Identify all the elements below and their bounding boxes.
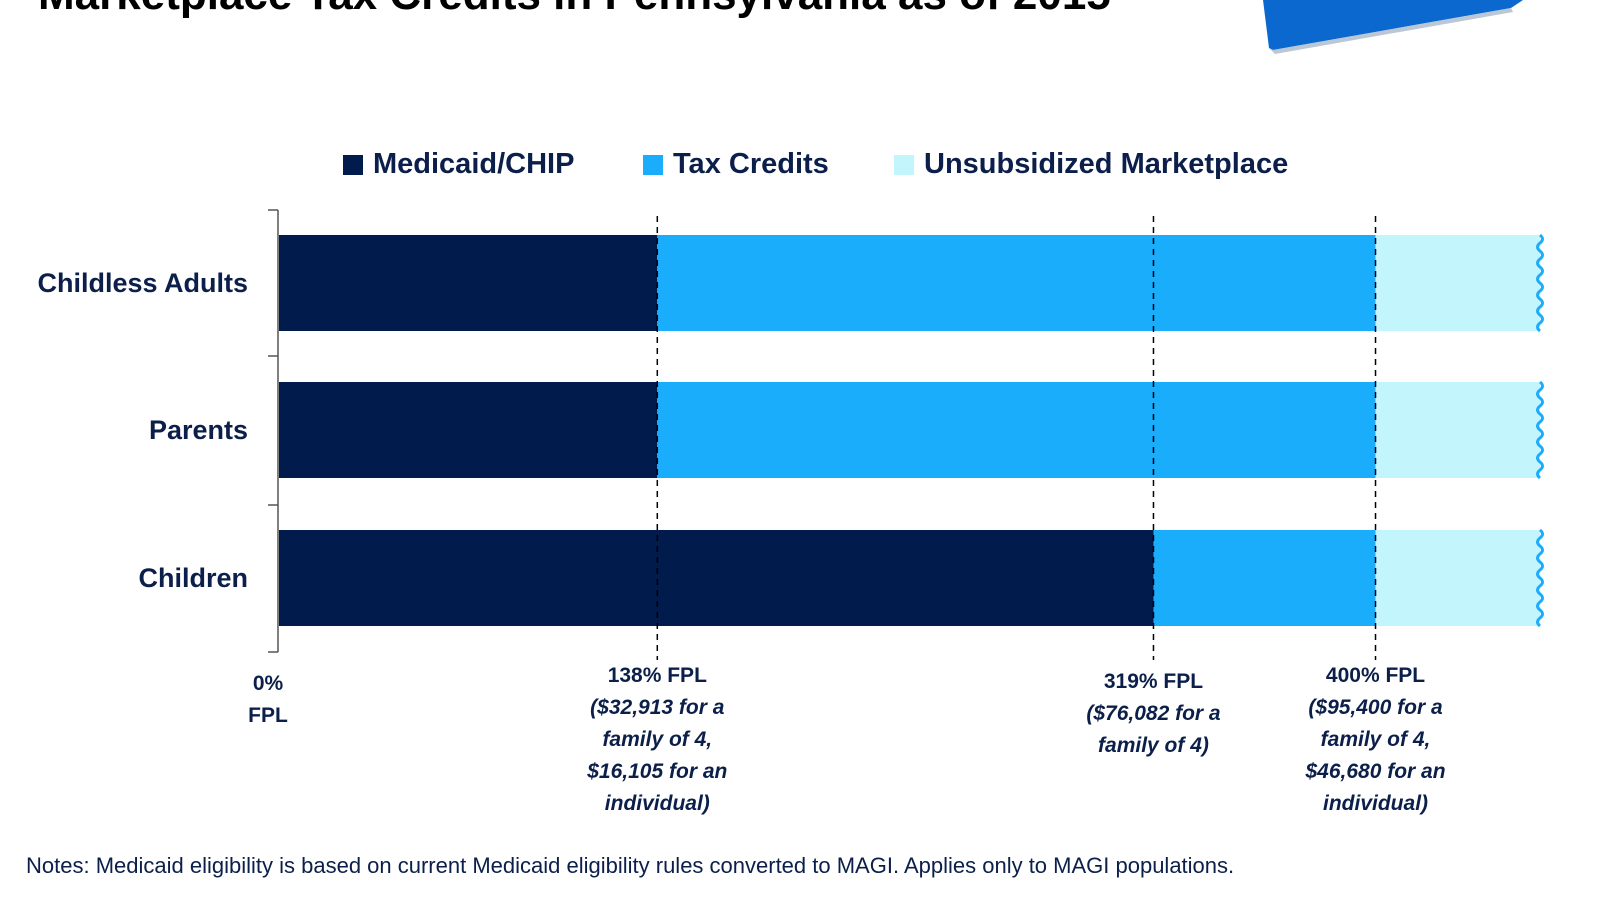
fpl-label-319-line-1: ($76,082 for a — [1086, 702, 1221, 725]
chart-notes: Notes: Medicaid eligibility is based on … — [26, 853, 1235, 878]
fpl-label-319: 319% FPL ($76,082 for a family of 4) — [1058, 666, 1248, 762]
bar-children-unsubsidized-marketplace — [1375, 530, 1540, 626]
chart-title: Marketplace Tax Credits in Pennsylvania … — [38, 0, 1111, 20]
legend-swatch-medicaid — [343, 154, 363, 175]
legend-item-unsubsidized: Unsubsidized Marketplace — [894, 148, 1288, 181]
fpl-label-319-line-2: family of 4) — [1098, 734, 1209, 757]
bar-childless-adults-tax-credits — [657, 235, 1376, 331]
fpl-label-138: 138% FPL ($32,913 for a family of 4, $16,10… — [562, 660, 752, 820]
fpl-label-400-line-1: ($95,400 for a — [1308, 696, 1443, 719]
legend-label-medicaid: Medicaid/CHIP — [373, 148, 575, 180]
bar-parents-unsubsidized-marketplace — [1375, 382, 1540, 478]
legend-label-unsubsidized: Unsubsidized Marketplace — [924, 148, 1289, 180]
legend-swatch-tax-credits — [643, 154, 663, 175]
category-label-parents: Parents — [149, 415, 248, 445]
fpl-label-400-head: 400% FPL — [1325, 664, 1426, 687]
axis-start-line2: FPL — [248, 704, 288, 727]
fpl-label-400-line-4: individual) — [1323, 792, 1429, 815]
fpl-label-138-line-4: individual) — [604, 792, 710, 815]
legend-item-medicaid: Medicaid/CHIP — [343, 148, 574, 181]
bar-childless-adults-medicaid-chip — [279, 235, 658, 331]
bar-parents-medicaid-chip — [279, 382, 658, 478]
axis-start-line1: 0% — [252, 672, 284, 695]
bar-children-medicaid-chip — [279, 530, 1154, 626]
fpl-label-400-line-3: $46,680 for an — [1305, 760, 1446, 783]
bar-childless-adults-unsubsidized-marketplace — [1375, 235, 1540, 331]
fpl-label-138-line-1: ($32,913 for a — [590, 696, 725, 719]
axis-break-wave-2 — [1536, 380, 1544, 480]
fpl-label-400: 400% FPL ($95,400 for a family of 4, $46,68… — [1281, 660, 1471, 820]
legend-label-tax-credits: Tax Credits — [673, 148, 829, 180]
axis-break-wave-3 — [1536, 528, 1544, 628]
bar-parents-tax-credits — [657, 382, 1376, 478]
corner-logo-shape — [1263, 0, 1523, 54]
legend-item-tax-credits: Tax Credits — [643, 148, 829, 181]
category-label-childless-adults: Childless Adults — [37, 268, 248, 298]
fpl-label-138-line-3: $16,105 for an — [587, 760, 728, 783]
axis-start-label: 0% FPL — [238, 668, 298, 732]
axis-break-wave-1 — [1536, 233, 1544, 333]
category-label-children: Children — [138, 563, 248, 593]
fpl-label-400-line-2: family of 4, — [1320, 728, 1431, 751]
bar-children-tax-credits — [1153, 530, 1376, 626]
fpl-label-138-head: 138% FPL — [607, 664, 707, 687]
legend-swatch-unsubsidized — [894, 154, 914, 175]
fpl-label-138-line-2: family of 4, — [602, 728, 713, 751]
fpl-label-319-head: 319% FPL — [1103, 670, 1204, 693]
